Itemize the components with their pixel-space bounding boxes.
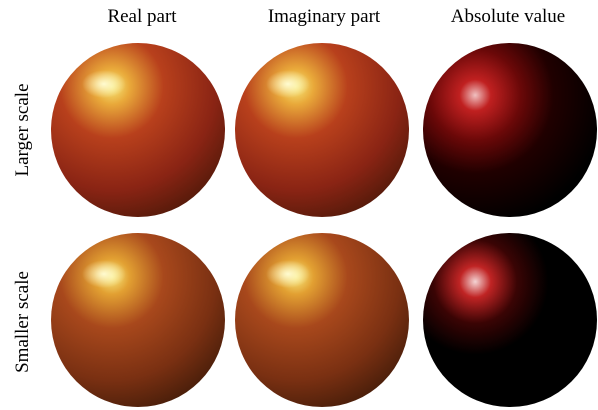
row-label: Larger scale [12, 83, 33, 176]
sphere [235, 233, 409, 407]
column-title: Imaginary part [268, 6, 381, 27]
row-label: Smaller scale [12, 271, 33, 373]
sphere [235, 43, 409, 217]
sphere [423, 43, 597, 217]
sphere [423, 233, 597, 407]
sphere [51, 43, 225, 217]
column-title: Absolute value [451, 6, 566, 27]
column-title: Real part [107, 6, 177, 27]
sphere [51, 233, 225, 407]
